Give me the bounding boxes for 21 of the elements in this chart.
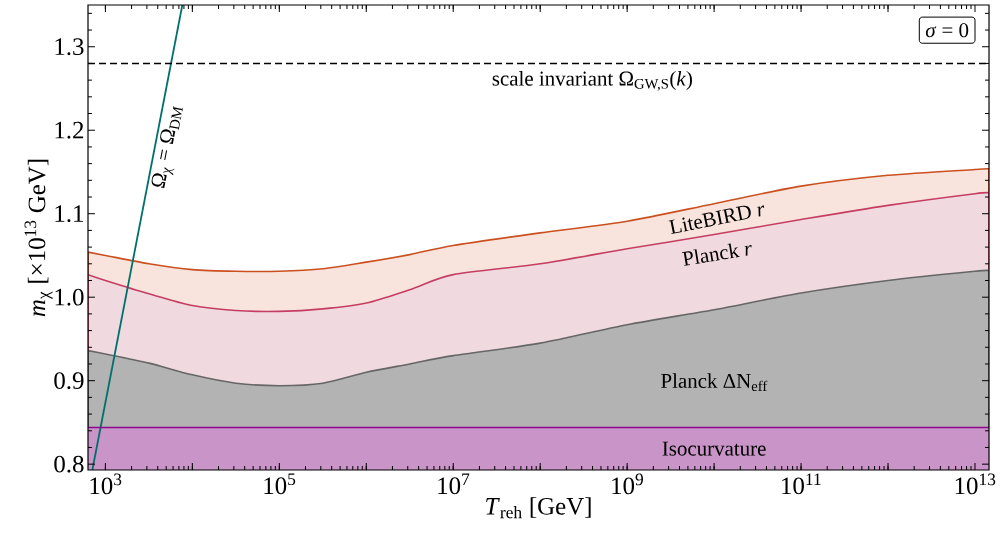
- text: Ω$_{χ}$ = Ω$_{DM}$: [151, 105, 183, 188]
- x-tick-label: 10$^{5}$: [264, 473, 296, 495]
- y-tick-label: 0.8: [54, 455, 84, 473]
- y-tick-label: 1.3: [55, 38, 84, 56]
- x-tick-label: 10$^{9}$: [612, 473, 643, 495]
- x-axis-title: T$_{reh}$ [GeV]: [486, 497, 591, 519]
- y-tick-label: 1.0: [55, 288, 84, 306]
- y-tick-label: 1.1: [55, 205, 83, 223]
- band-label: Isocurvature: [662, 441, 766, 456]
- annotation: σ = 0: [925, 23, 969, 38]
- x-tick-label: 10$^{3}$: [90, 473, 122, 495]
- x-tick-label: 10$^{7}$: [438, 473, 470, 495]
- y-axis-title: m$_{χ}$ [×10$^{13}$ GeV]: [24, 159, 53, 317]
- series-label: LiteBIRD r: [668, 205, 765, 235]
- ref-line-label: scale invariant Ω$_{GW,S}$(k): [492, 70, 692, 91]
- series-label: Planck ΔN$_{eff}$: [661, 373, 768, 392]
- y-tick-label: 0.9: [54, 372, 84, 390]
- y-tick-label: 1.2: [55, 121, 84, 139]
- series-label: Planck r: [681, 243, 752, 266]
- x-tick-label: 10$^{13}$: [955, 473, 996, 495]
- x-tick-label: 10$^{11}$: [782, 473, 821, 495]
